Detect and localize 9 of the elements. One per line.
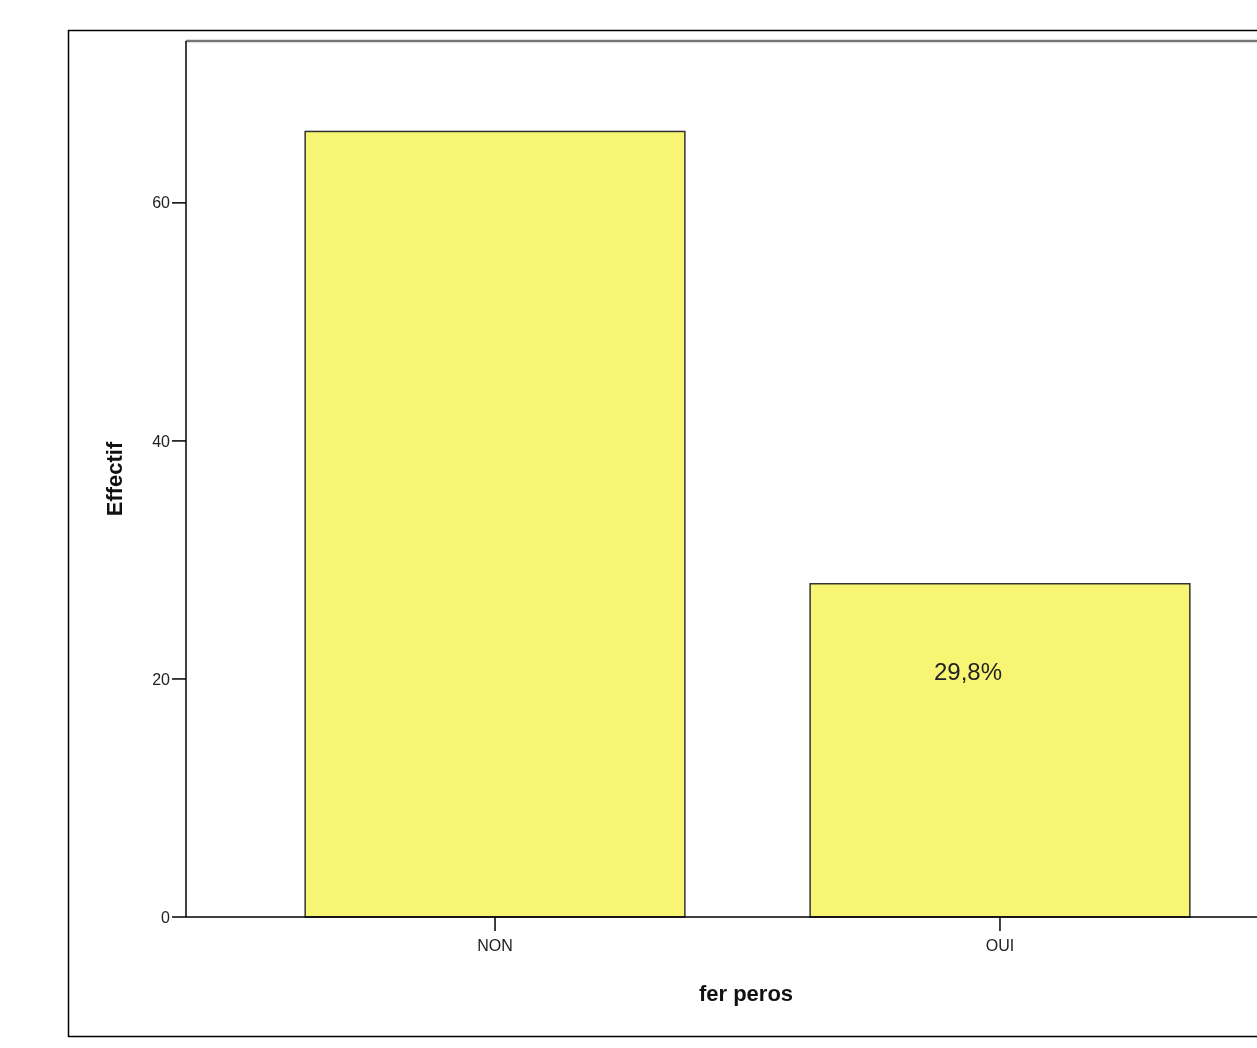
y-axis-title: Effectif: [102, 441, 127, 517]
y-tick-label: 60: [152, 194, 171, 212]
y-tick-label: 40: [152, 432, 171, 450]
y-tick-label: 0: [161, 908, 171, 926]
x-axis-title: fer peros: [698, 981, 794, 1006]
annotation: 29,8%: [933, 658, 1002, 686]
x-tick-label: OUI: [985, 937, 1015, 954]
x-tick-label: NON: [477, 937, 513, 954]
y-tick-label: 20: [152, 670, 171, 688]
